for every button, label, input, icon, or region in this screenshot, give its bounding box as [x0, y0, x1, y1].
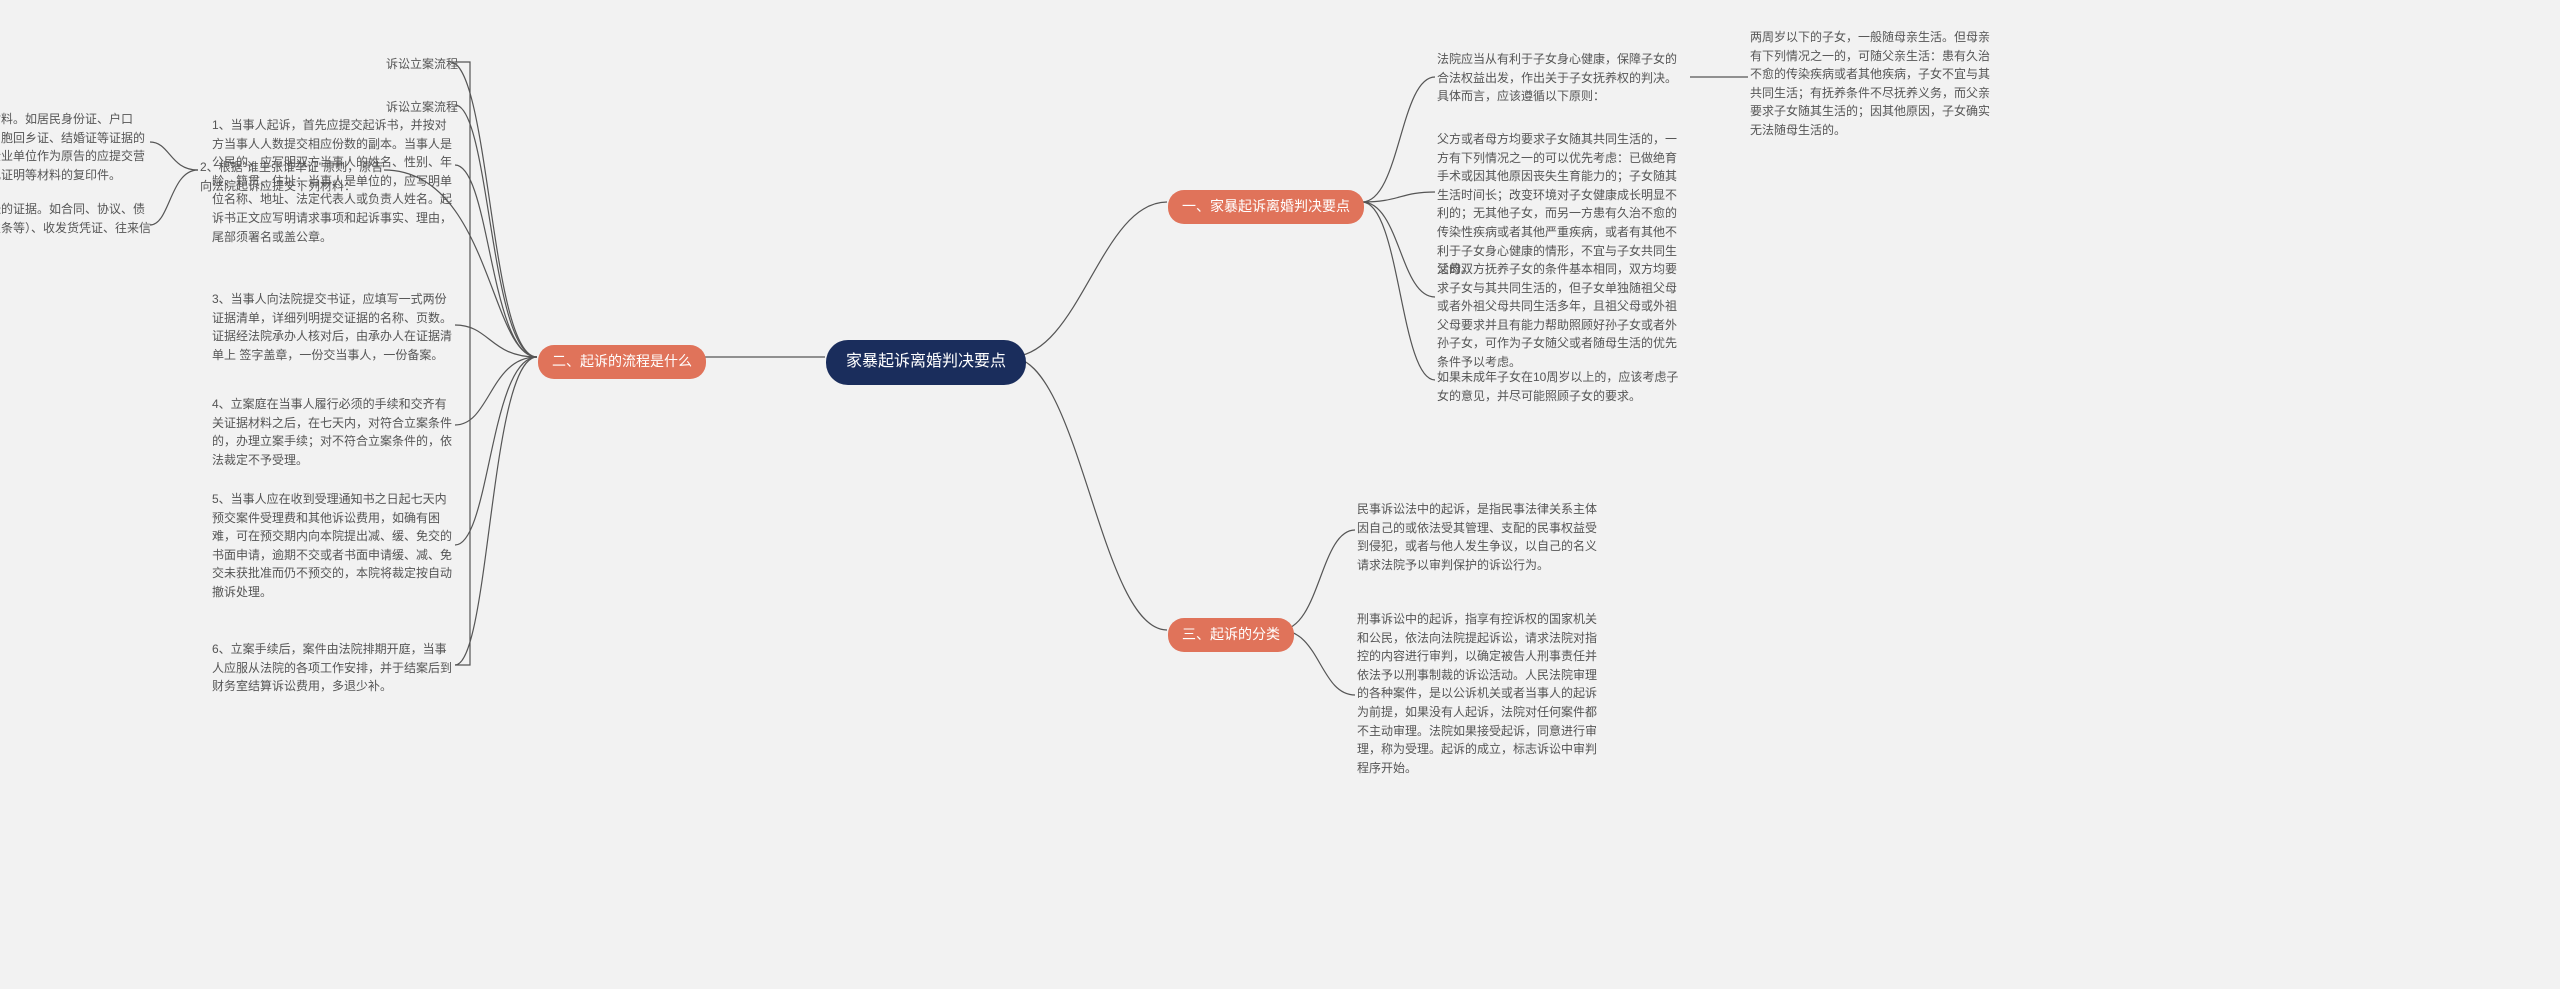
branch-2-sub-1: 诉讼立案流程 — [378, 55, 458, 74]
branch-2-leaf-2: 2、根据"谁主张谁举证"原则，原告向法院起诉应提交下列材料： — [200, 158, 386, 195]
branch-1-leaf-1: 法院应当从有利于子女身心健康，保障子女的合法权益出发，作出关于子女抚养权的判决。… — [1437, 50, 1683, 106]
branch-3-label: 三、起诉的分类 — [1182, 626, 1280, 642]
branch-3: 三、起诉的分类 — [1168, 618, 1294, 652]
branch-3-leaf-1: 民事诉讼法中的起诉，是指民事法律关系主体因自己的或依法受其管理、支配的民事权益受… — [1357, 500, 1603, 574]
branch-2-leaf-3: 3、当事人向法院提交书证，应填写一式两份证据清单，详细列明提交证据的名称、页数。… — [212, 290, 458, 364]
branch-2: 二、起诉的流程是什么 — [538, 345, 706, 379]
branch-3-leaf-2: 刑事诉讼中的起诉，指享有控诉权的国家机关和公民，依法向法院提起诉讼，请求法院对指… — [1357, 610, 1603, 777]
root-node: 家暴起诉离婚判决要点 — [826, 340, 1026, 385]
branch-2-leaf-5: 5、当事人应在收到受理通知书之日起七天内预交案件受理费和其他诉讼费用，如确有困难… — [212, 490, 458, 602]
branch-1-leaf-1-sub: 两周岁以下的子女，一般随母亲生活。但母亲有下列情况之一的，可随父亲生活：患有久治… — [1750, 28, 1996, 140]
branch-2-leaf-6: 6、立案手续后，案件由法院排期开庭，当事人应服从法院的各项工作安排，并于结案后到… — [212, 640, 458, 696]
branch-1-leaf-2: 父方或者母方均要求子女随其共同生活的，一方有下列情况之一的可以优先考虑：已做绝育… — [1437, 130, 1683, 279]
branch-1: 一、家暴起诉离婚判决要点 — [1168, 190, 1364, 224]
branch-2-leaf-4: 4、立案庭在当事人履行必须的手续和交齐有关证据材料之后，在七天内，对符合立案条件… — [212, 395, 458, 469]
branch-1-label: 一、家暴起诉离婚判决要点 — [1182, 198, 1350, 214]
branch-2-leaf-2-sub-b: 证明原告诉讼主张的证据。如合同、协议、债权文书（借条、欠条等）、收发货凭证、往来… — [0, 200, 151, 256]
branch-2-sub-2: 诉讼立案流程 — [378, 98, 458, 117]
branch-1-leaf-3: 父母双方抚养子女的条件基本相同，双方均要求子女与其共同生活的，但子女单独随祖父母… — [1437, 260, 1683, 372]
branch-2-leaf-2-sub-a: 原告主体资格的材料。如居民身份证、户口本、护照、港澳同胞回乡证、结婚证等证据的原… — [0, 110, 151, 184]
branch-2-label: 二、起诉的流程是什么 — [552, 353, 692, 369]
branch-1-leaf-4: 如果未成年子女在10周岁以上的，应该考虑子女的意见，并尽可能照顾子女的要求。 — [1437, 368, 1683, 405]
root-label: 家暴起诉离婚判决要点 — [846, 353, 1006, 370]
